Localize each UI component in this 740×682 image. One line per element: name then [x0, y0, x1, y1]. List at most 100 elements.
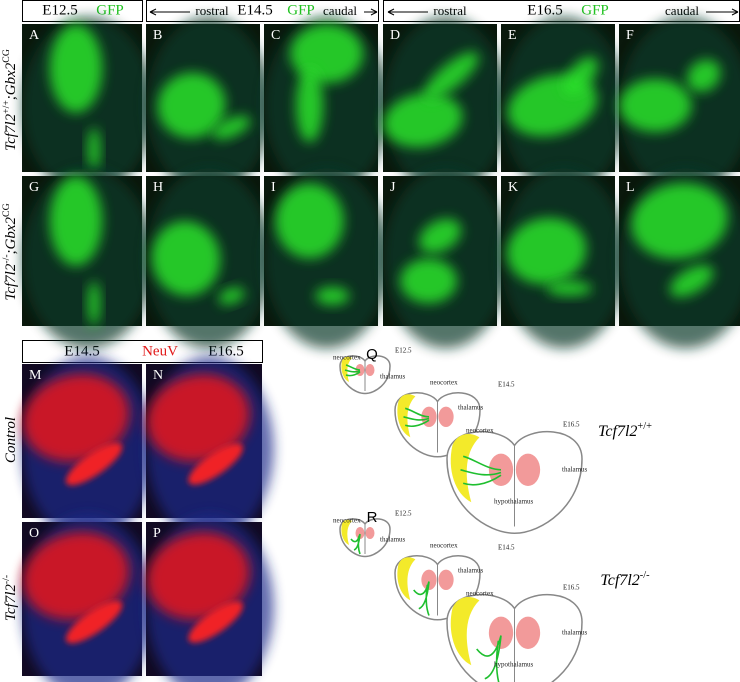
thalamus [488, 453, 514, 486]
arrow-head [731, 8, 739, 16]
label: I [271, 180, 276, 195]
signal [218, 287, 245, 305]
signal [157, 72, 226, 139]
label: thalamus [562, 466, 588, 474]
signal [146, 374, 250, 462]
label: rostral [195, 3, 229, 18]
signal [188, 601, 243, 643]
signal [151, 221, 221, 296]
axons [460, 455, 502, 486]
schematic-brain [339, 518, 391, 558]
label: H [153, 180, 163, 195]
arrow-head [149, 8, 157, 16]
label: E12.5 [42, 2, 77, 18]
label: Q [366, 346, 378, 363]
text-part: CG [1, 203, 12, 217]
label: N [153, 368, 163, 383]
text-part: +/+ [637, 421, 652, 432]
axons [344, 364, 361, 377]
thalamus [438, 569, 454, 590]
cortex [397, 557, 416, 601]
signal [315, 287, 350, 305]
signal [290, 23, 364, 84]
label: GFP [96, 2, 124, 18]
text-part: ; [3, 95, 19, 100]
signal [424, 52, 479, 100]
signal [65, 442, 123, 486]
label: G [29, 180, 39, 195]
cortex [450, 597, 480, 666]
label: hypothalamus [494, 661, 534, 669]
label: E16.5 [563, 421, 580, 429]
label: R [367, 509, 378, 526]
text-part: Tcf7l2 [3, 113, 19, 150]
axons [413, 581, 430, 616]
label: M [29, 368, 42, 383]
signal [22, 373, 130, 462]
label: neocortex [466, 427, 494, 435]
label: thalamus [458, 567, 484, 575]
text-part: Tcf7l2 [3, 584, 19, 621]
text-part: +/+ [1, 100, 12, 114]
signal [669, 265, 714, 297]
text-part: Control [3, 417, 19, 463]
thalamus [515, 616, 541, 649]
row-label: Tcf7l2-/- [1, 575, 20, 621]
label: GFP [287, 2, 315, 18]
label: caudal [323, 3, 357, 18]
signal [383, 93, 463, 148]
label: neocortex [466, 590, 494, 598]
label: L [626, 180, 635, 195]
label: B [153, 28, 162, 43]
thalamus [365, 364, 375, 376]
schematic-brain [446, 430, 583, 535]
label: F [626, 28, 634, 43]
axons [403, 407, 430, 428]
text-part: Tcf7l2 [3, 263, 19, 300]
label: thalamus [380, 536, 406, 544]
signal [563, 56, 599, 95]
label: E [508, 28, 517, 43]
thalamus [515, 453, 541, 486]
label: E12.5 [395, 510, 412, 518]
axons [350, 533, 361, 555]
label: C [271, 28, 280, 43]
thalamus [355, 527, 365, 539]
signal [275, 183, 344, 259]
thalamus [365, 527, 375, 539]
label: E16.5 [563, 584, 580, 592]
label: J [390, 180, 396, 195]
text-part: Tcf7l2 [600, 572, 639, 589]
signal [418, 218, 462, 254]
label: A [29, 28, 40, 43]
cortex [397, 394, 416, 438]
signal [619, 78, 692, 133]
genotype-label: Tcf7l2+/+ [598, 421, 652, 440]
label: NeuV [142, 343, 178, 359]
signal [49, 176, 103, 266]
label: neocortex [430, 379, 458, 387]
label: hypothalamus [494, 498, 534, 506]
signal [295, 68, 324, 143]
text-part: -/- [1, 575, 12, 584]
arrow-head [370, 8, 378, 16]
label: neocortex [333, 354, 361, 362]
label: K [508, 180, 518, 195]
label: E14.5 [237, 2, 272, 18]
signal [686, 59, 721, 93]
signal [88, 127, 100, 172]
label: O [29, 526, 39, 541]
label: E12.5 [395, 347, 412, 355]
label: neocortex [333, 517, 361, 525]
schematic-brain [339, 355, 391, 395]
schematic-brain [446, 593, 583, 682]
text-part: CG [1, 49, 12, 63]
label: GFP [581, 2, 609, 18]
row-label: Tcf7l2-/-;Gbx2CG [1, 203, 20, 300]
signal [49, 24, 103, 113]
label: E14.5 [498, 544, 515, 552]
label: rostral [433, 3, 467, 18]
signal [546, 281, 593, 296]
